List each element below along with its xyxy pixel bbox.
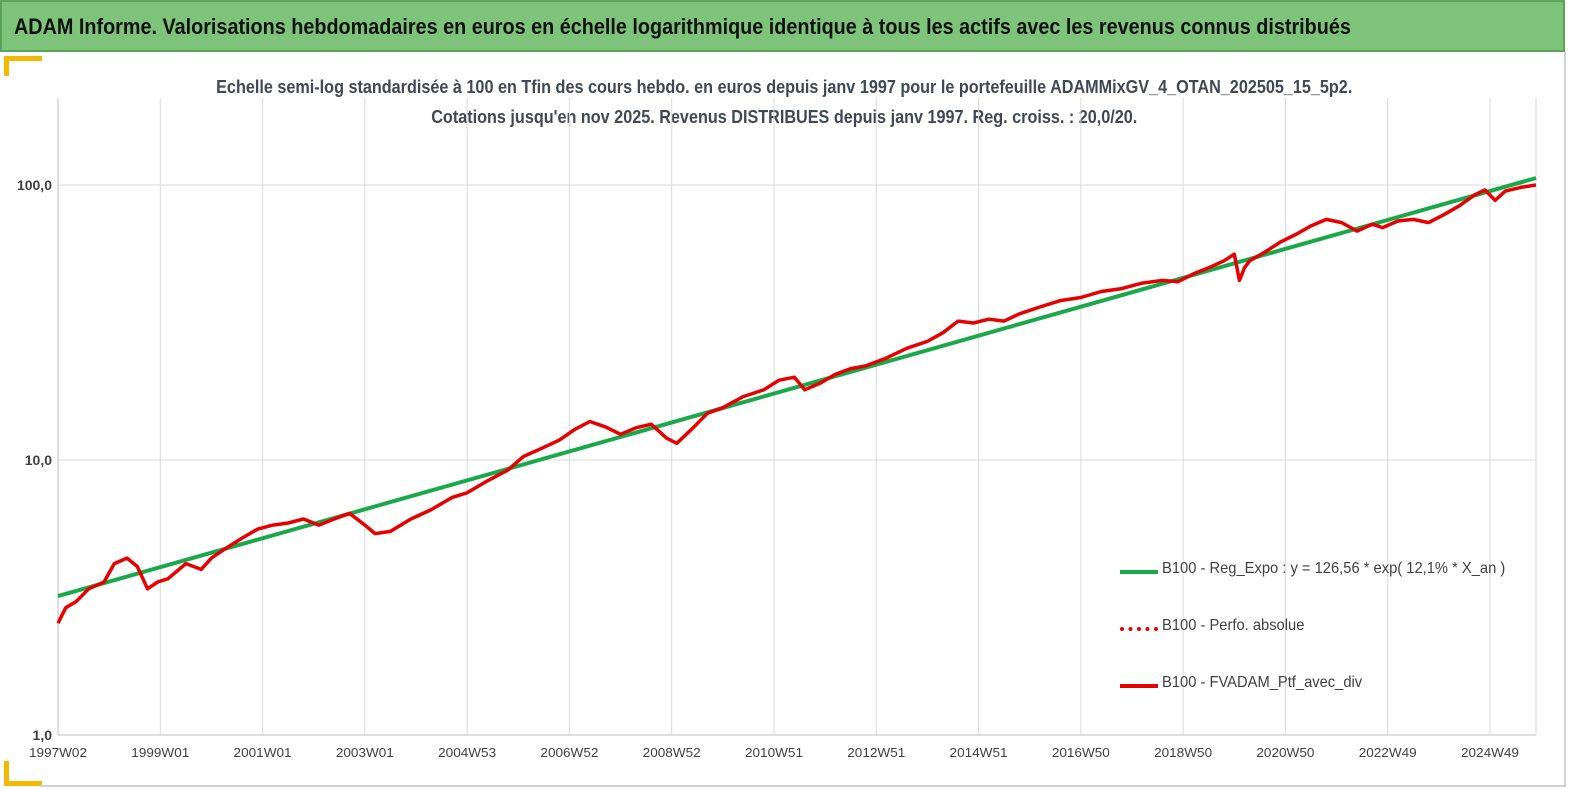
x-tick-label: 2008W52 <box>643 745 701 760</box>
legend-label-regression: B100 - Reg_Expo : y = 126,56 * exp( 12,1… <box>1162 560 1506 577</box>
x-tick-label: 2016W50 <box>1052 745 1110 760</box>
x-tick-label: 2006W52 <box>540 745 598 760</box>
header-bar: ADAM Informe. Valorisations hebdomadaire… <box>0 0 1565 52</box>
series-portfolio-line <box>56 183 1537 624</box>
frame-border-right <box>1564 52 1566 787</box>
y-tick-label: 100,0 <box>17 177 52 193</box>
legend-label-portfolio: B100 - FVADAM_Ptf_avec_div <box>1162 674 1363 691</box>
accent-corner-top-left <box>0 52 42 76</box>
y-tick-label: 10,0 <box>25 452 52 468</box>
legend-swatch-portfolio <box>1120 684 1158 688</box>
x-tick-label: 2018W50 <box>1154 745 1212 760</box>
chart-title-line2: Cotations jusqu'en nov 2025. Revenus DIS… <box>431 107 1138 127</box>
legend-swatch-perfo <box>1120 627 1158 631</box>
page-title: ADAM Informe. Valorisations hebdomadaire… <box>14 14 1351 39</box>
series-regression-line <box>57 176 1537 599</box>
x-tick-label: 1999W01 <box>131 745 189 760</box>
accent-corner-bottom-left <box>0 757 42 787</box>
x-tick-label: 2020W50 <box>1256 745 1314 760</box>
legend-swatch-regression <box>1120 570 1158 574</box>
x-tick-label: 2001W01 <box>234 745 292 760</box>
x-tick-label: 2014W51 <box>950 745 1008 760</box>
x-tick-label: 2010W51 <box>745 745 803 760</box>
x-tick-label: 2012W51 <box>847 745 905 760</box>
x-tick-label: 2004W53 <box>438 745 496 760</box>
y-tick-label: 1,0 <box>33 727 53 743</box>
frame-border-bottom <box>40 785 1566 787</box>
x-tick-label: 2022W49 <box>1359 745 1417 760</box>
legend-label-perfo: B100 - Perfo. absolue <box>1162 617 1305 634</box>
x-tick-label: 1997W02 <box>29 745 87 760</box>
x-tick-label: 2003W01 <box>336 745 394 760</box>
chart-title-line1: Echelle semi-log standardisée à 100 en T… <box>216 77 1353 97</box>
x-tick-label: 2024W49 <box>1461 745 1519 760</box>
